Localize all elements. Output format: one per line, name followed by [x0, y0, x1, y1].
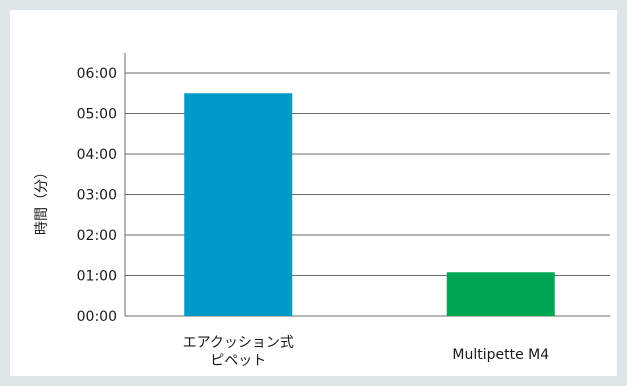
- bars: [184, 93, 555, 316]
- y-tick-label: 01:00: [77, 269, 117, 285]
- y-tick-label: 06:00: [77, 66, 117, 82]
- y-tick-label: 05:00: [77, 107, 117, 123]
- y-tick-labels: 00:00 01:00 02:00 03:00 04:00 05:00 06:00: [77, 66, 117, 325]
- y-tick-label: 02:00: [77, 228, 117, 244]
- bar: [446, 272, 555, 316]
- y-tick-label: 04:00: [77, 147, 117, 163]
- y-tick-label: 03:00: [77, 188, 117, 204]
- x-category-label: エアクッション式ピペット: [183, 335, 294, 369]
- x-category-labels: エアクッション式ピペット Multipette M4: [183, 335, 550, 369]
- y-axis-title: 時間（分）: [34, 165, 50, 235]
- y-tick-label: 00:00: [77, 309, 117, 325]
- bar: [184, 93, 293, 316]
- x-category-label: Multipette M4: [452, 347, 549, 363]
